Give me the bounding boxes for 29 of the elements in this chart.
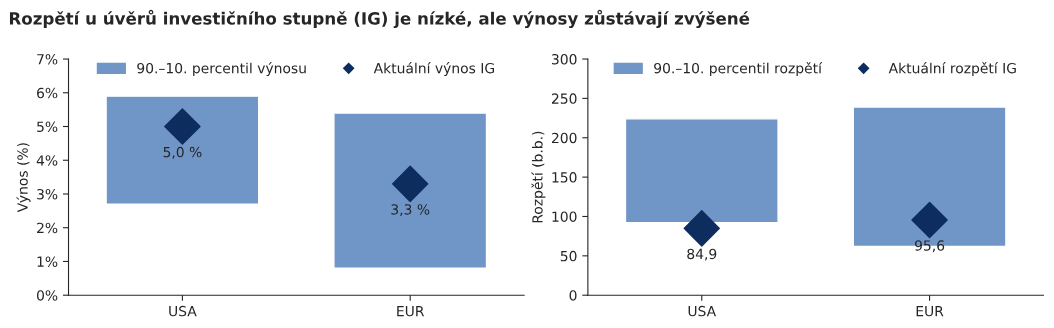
x-tick-label: USA: [169, 305, 197, 317]
y-tick-label: 7%: [37, 54, 58, 65]
y-tick-label: 2%: [37, 222, 58, 234]
legend-label: Aktuální výnos IG: [373, 62, 494, 77]
data-label: 3,3 %: [391, 204, 430, 217]
x-tick-label: EUR: [916, 306, 944, 317]
data-label: 84,9: [687, 248, 717, 261]
y-tick-label: 250: [551, 93, 577, 104]
x-tick-label: EUR: [397, 306, 425, 317]
y-axis-title: Rozpětí (b.b.): [531, 131, 546, 223]
legend-label: Aktuální rozpětí IG: [888, 62, 1016, 77]
chart-title: Rozpětí u úvěrů investičního stupně (IG) je nízké, ale výnosy zůstávají zvýšené: [9, 9, 750, 29]
legend-label: 90.–10. percentil rozpětí: [654, 62, 823, 77]
y-tick-label: 0%: [36, 290, 58, 301]
y-tick-label: 200: [551, 132, 577, 144]
y-tick-label: 6%: [37, 87, 58, 99]
y-tick-label: 3%: [37, 188, 58, 200]
y-tick-label: 5%: [37, 121, 58, 132]
data-label: 5,0 %: [163, 146, 202, 159]
y-tick-label: 4%: [36, 155, 58, 166]
legend-label: 90.–10. percentil výnosu: [137, 62, 306, 77]
y-tick-label: 50: [560, 250, 577, 262]
x-tick-label: USA: [688, 305, 717, 317]
y-tick-label: 0: [569, 290, 577, 301]
y-tick-label: 150: [552, 172, 577, 183]
y-tick-label: 100: [552, 211, 577, 222]
y-axis-title: Výnos (%): [16, 143, 31, 213]
y-tick-label: 300: [552, 54, 577, 65]
y-tick-label: 1%: [37, 256, 58, 267]
